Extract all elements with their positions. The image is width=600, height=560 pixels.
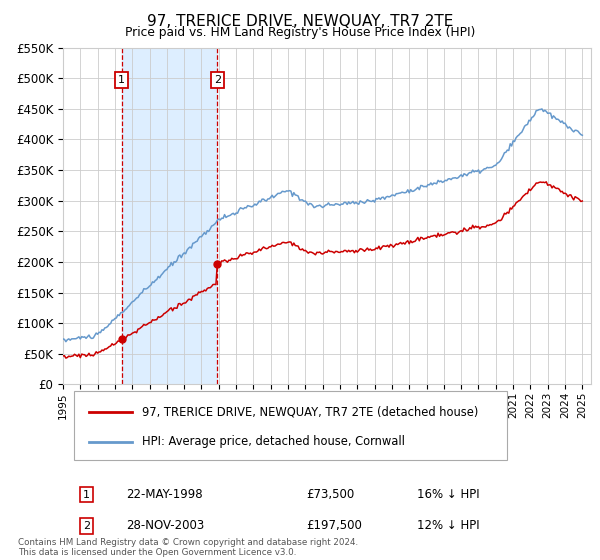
Text: 22-MAY-1998: 22-MAY-1998 [127, 488, 203, 501]
Text: 2: 2 [83, 521, 91, 531]
Text: 16% ↓ HPI: 16% ↓ HPI [417, 488, 479, 501]
Text: 97, TRERICE DRIVE, NEWQUAY, TR7 2TE (detached house): 97, TRERICE DRIVE, NEWQUAY, TR7 2TE (det… [142, 406, 479, 419]
Text: 2: 2 [214, 75, 221, 85]
Text: 1: 1 [83, 489, 90, 500]
Text: £197,500: £197,500 [306, 519, 362, 533]
Text: 1: 1 [118, 75, 125, 85]
Text: HPI: Average price, detached house, Cornwall: HPI: Average price, detached house, Corn… [142, 436, 405, 449]
FancyBboxPatch shape [74, 391, 506, 460]
Text: 28-NOV-2003: 28-NOV-2003 [127, 519, 205, 533]
Text: £73,500: £73,500 [306, 488, 354, 501]
Text: Contains HM Land Registry data © Crown copyright and database right 2024.
This d: Contains HM Land Registry data © Crown c… [18, 538, 358, 557]
Bar [122, 48, 217, 385]
Text: 97, TRERICE DRIVE, NEWQUAY, TR7 2TE: 97, TRERICE DRIVE, NEWQUAY, TR7 2TE [147, 14, 453, 29]
Text: 12% ↓ HPI: 12% ↓ HPI [417, 519, 479, 533]
Text: Price paid vs. HM Land Registry's House Price Index (HPI): Price paid vs. HM Land Registry's House … [125, 26, 475, 39]
